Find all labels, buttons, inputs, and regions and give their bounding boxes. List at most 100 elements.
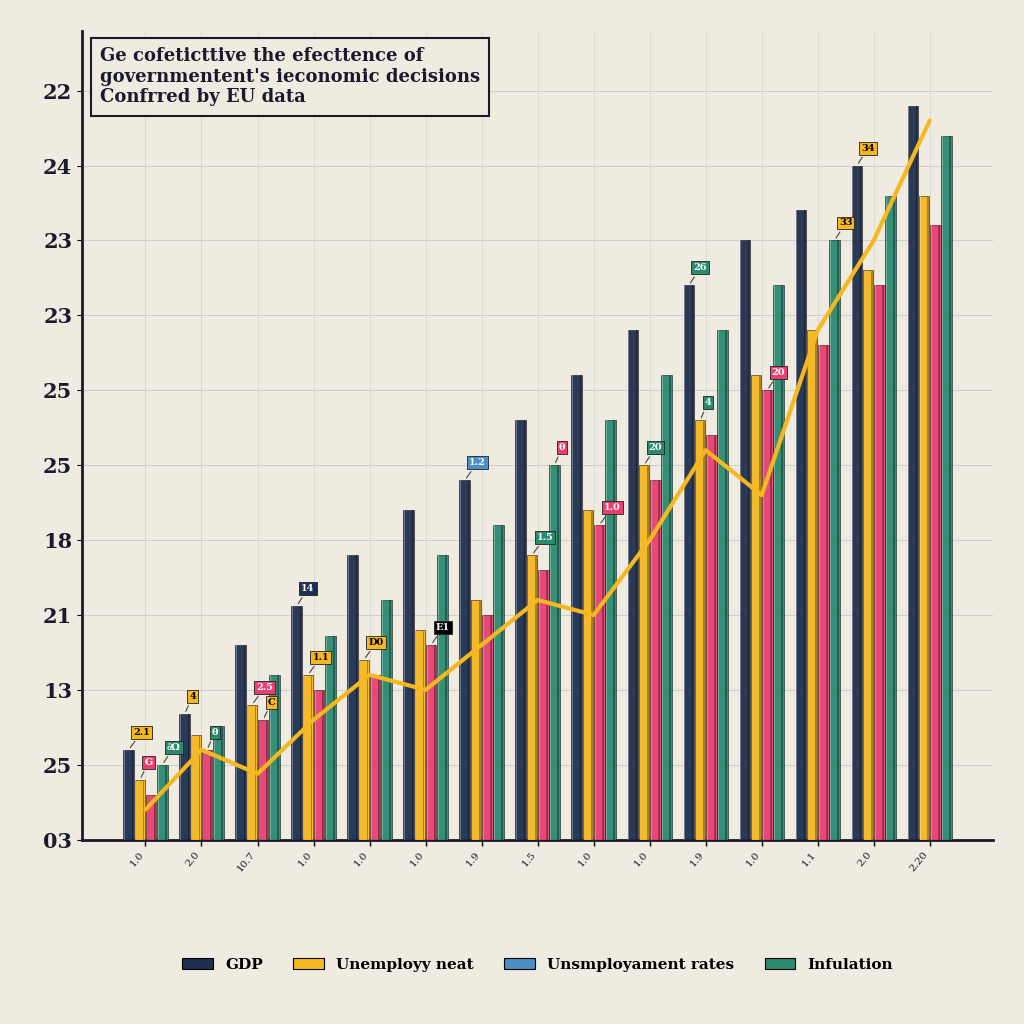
Bar	[179, 714, 190, 840]
Bar	[460, 480, 470, 840]
Bar	[546, 570, 548, 840]
Bar	[658, 480, 659, 840]
Bar	[818, 345, 828, 840]
Bar	[378, 675, 380, 840]
Bar	[210, 750, 212, 840]
Bar	[739, 241, 751, 840]
Text: 4: 4	[185, 692, 196, 712]
Bar	[717, 331, 728, 840]
Bar	[692, 286, 693, 840]
Text: 1.5: 1.5	[534, 534, 553, 553]
Bar	[748, 241, 750, 840]
Bar	[874, 286, 885, 840]
Bar	[300, 606, 301, 840]
Bar	[355, 555, 357, 840]
Bar	[781, 286, 783, 840]
Bar	[557, 465, 559, 840]
Text: 1.2: 1.2	[466, 458, 486, 478]
Bar	[190, 735, 201, 840]
Bar	[247, 705, 257, 840]
Bar	[412, 510, 414, 840]
Bar	[134, 779, 145, 840]
Bar	[389, 600, 391, 840]
Bar	[684, 286, 694, 840]
Text: E1: E1	[433, 623, 450, 643]
Bar	[333, 636, 335, 840]
Bar	[647, 465, 648, 840]
Bar	[370, 675, 381, 840]
Bar	[221, 726, 223, 840]
Bar	[650, 480, 660, 840]
Bar	[202, 750, 212, 840]
Bar	[930, 225, 941, 840]
Bar	[706, 435, 717, 840]
Bar	[142, 779, 144, 840]
Bar	[938, 225, 940, 840]
Text: 1.1: 1.1	[309, 653, 329, 673]
Bar	[323, 690, 324, 840]
Bar	[852, 166, 862, 840]
Bar	[367, 659, 369, 840]
Bar	[494, 525, 504, 840]
Text: 2.1: 2.1	[130, 728, 150, 748]
Bar	[863, 270, 873, 840]
Bar	[639, 465, 649, 840]
Bar	[325, 636, 336, 840]
Bar	[613, 420, 615, 840]
Bar	[838, 241, 839, 840]
Bar	[670, 375, 671, 840]
Bar	[236, 645, 246, 840]
Bar	[266, 720, 267, 840]
Bar	[123, 750, 134, 840]
Text: 1.0: 1.0	[601, 503, 621, 523]
Bar	[313, 690, 325, 840]
Bar	[523, 420, 525, 840]
Text: 14: 14	[298, 584, 314, 603]
Text: 20: 20	[769, 369, 785, 388]
Bar	[594, 525, 604, 840]
Bar	[132, 750, 133, 840]
Bar	[773, 286, 783, 840]
Text: 2.5: 2.5	[254, 683, 273, 702]
Bar	[941, 135, 952, 840]
Bar	[636, 331, 637, 840]
Bar	[694, 420, 706, 840]
Bar	[628, 331, 638, 840]
Bar	[770, 390, 772, 840]
Bar	[471, 600, 481, 840]
Text: 4: 4	[701, 398, 712, 418]
Bar	[535, 555, 537, 840]
Text: θ: θ	[208, 728, 218, 748]
Bar	[725, 331, 727, 840]
Text: 20: 20	[645, 443, 663, 463]
Bar	[591, 510, 593, 840]
Bar	[759, 375, 761, 840]
Bar	[860, 166, 861, 840]
Bar	[703, 420, 705, 840]
Bar	[605, 420, 615, 840]
Bar	[538, 570, 549, 840]
Bar	[258, 720, 268, 840]
Text: θ: θ	[556, 443, 565, 463]
Legend: GDP, Unemployy neat, Unsmployament rates, Infulation: GDP, Unemployy neat, Unsmployament rates…	[176, 951, 899, 978]
Bar	[526, 555, 538, 840]
Bar	[154, 795, 156, 840]
Bar	[515, 420, 526, 840]
Bar	[580, 375, 582, 840]
Text: Ge cofeticttive the efecttence of
governmentent's ieconomic decisions
Confrred b: Ge cofeticttive the efecttence of govern…	[100, 47, 480, 106]
Bar	[662, 375, 672, 840]
Text: D0: D0	[366, 638, 384, 657]
Bar	[434, 645, 435, 840]
Text: 33: 33	[836, 218, 852, 239]
Bar	[885, 196, 896, 840]
Bar	[479, 600, 480, 840]
Bar	[571, 375, 582, 840]
Bar	[807, 331, 817, 840]
Bar	[762, 390, 772, 840]
Bar	[815, 331, 816, 840]
Bar	[796, 211, 806, 840]
Bar	[244, 645, 245, 840]
Bar	[423, 630, 425, 840]
Bar	[292, 606, 302, 840]
Bar	[358, 659, 370, 840]
